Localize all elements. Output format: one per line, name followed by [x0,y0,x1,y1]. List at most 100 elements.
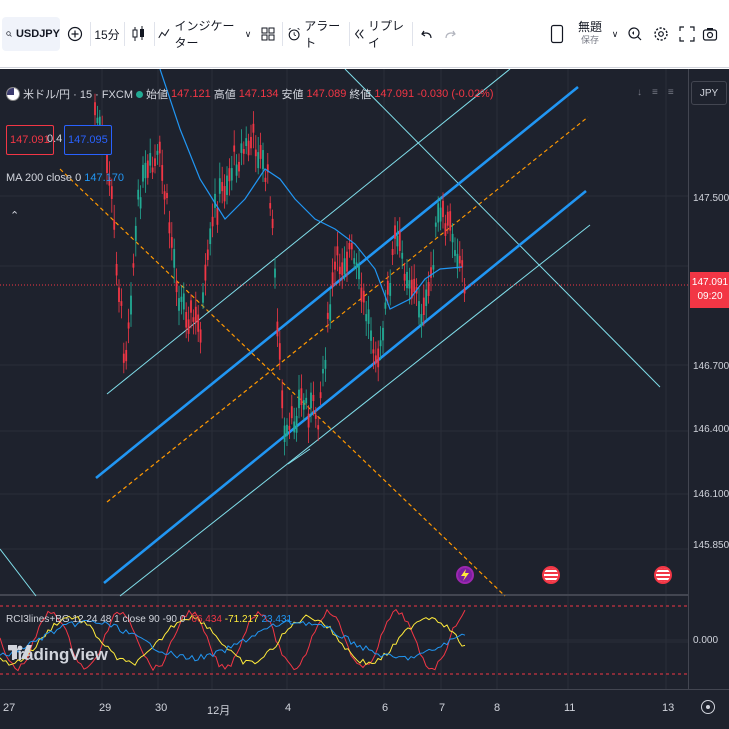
candle-body [413,278,416,293]
interval-button[interactable]: 15分 [94,17,120,51]
rci-long-value: 23.431 [261,614,293,625]
candle-body [391,249,394,255]
time-label: 4 [285,702,292,714]
candle-body [211,216,214,227]
candle-body [314,414,317,419]
candle-body [163,191,166,200]
candle-body [106,153,108,173]
candle-body [235,164,238,176]
chart-canvas[interactable] [0,69,729,729]
compare-button[interactable] [64,17,86,51]
chart-type-button[interactable] [128,17,150,51]
change-value: -0.030 (-0.02%) [417,88,494,100]
time-axis-settings-icon[interactable] [701,700,715,714]
collapse-icon[interactable]: ≡ [652,87,658,98]
candle-body [110,186,113,199]
candle-body [247,140,250,156]
candle-body [214,193,216,208]
grid-layout-icon [261,27,275,41]
candle-body [312,394,315,402]
candle-body [156,150,159,155]
candle-body [360,287,363,302]
candle-body [278,343,281,360]
currency-button[interactable]: JPY [691,81,727,105]
candle-body [425,289,428,306]
buy-button[interactable]: 147.095 [64,125,112,155]
settings-button[interactable] [650,17,672,51]
fullscreen-layout-button[interactable] [546,17,568,51]
candle-body [108,177,111,186]
layout-button[interactable] [257,17,279,51]
fullscreen-button[interactable] [676,17,698,51]
candle-body [372,349,375,354]
symbol-search-button[interactable]: USDJPY [2,17,60,51]
time-label: 12月 [207,705,231,717]
time-label: 27 [3,702,16,714]
chart-area[interactable]: 米ドル/円 · 15 · FXCM 始値 147.121 高値 147.134 … [0,69,729,729]
economic-event-marker[interactable] [542,566,560,584]
candle-body [161,165,164,181]
rewind-icon [354,29,364,39]
candle-body [377,348,380,368]
buy-price: 147.095 [68,134,108,146]
tradingview-logo[interactable]: TradingView [8,645,108,665]
ma-indicator-legend[interactable]: MA 200 close 0 147.170 [6,172,124,184]
time-axis[interactable]: 27 29 30 12月 4 6 7 8 11 13 [0,689,729,729]
pin-icon[interactable]: ↓ [637,87,642,98]
indicators-icon [158,29,170,39]
candle-body [353,258,356,264]
candle-body [274,268,276,278]
redo-button[interactable] [440,17,460,51]
rectangle-icon [550,24,564,44]
candle-body [228,168,231,182]
indicators-button[interactable]: インジケーター [158,17,240,51]
sell-button[interactable]: 147.091 [6,125,54,155]
candle-body [185,311,188,328]
layout-dropdown[interactable]: ∨ [609,17,621,51]
oscillator-legend[interactable]: RCI3lines+BG 12 24 48 1 close 90 -90 0 -… [6,614,292,625]
candle-body [430,267,432,278]
price-label: 146.400 [693,424,729,435]
expand-icon [679,26,695,42]
candle-body [180,296,183,302]
indicators-label: インジケーター [174,19,235,50]
candle-body [288,425,291,430]
layout-title: 無題 [577,20,602,34]
candle-body [221,182,224,192]
candle-body [120,301,123,306]
time-label: 6 [382,702,389,714]
candle-body [386,280,389,295]
collapse-indicators-icon[interactable]: ⌃ [10,210,20,222]
layout-name: 無題 保存 [578,21,602,47]
candle-body [434,222,437,227]
price-axis[interactable]: JPY 147.500 147.091 09:20 146.700 146.40… [688,69,729,689]
ma-value: 147.170 [84,172,125,184]
candle-body [437,203,440,223]
rci-line [0,608,466,672]
event-marker[interactable] [456,566,474,584]
candle-body [350,243,353,250]
oscillator-label: RCI3lines+BG 12 24 48 1 close 90 -90 0 [6,614,186,625]
more-icon[interactable]: ≡ [667,87,674,98]
low-value: 147.089 [306,88,347,100]
candle-body [151,167,154,173]
indicators-dropdown[interactable]: ∨ [242,17,254,51]
snapshot-button[interactable] [700,17,720,51]
price-label: 145.850 [693,540,729,551]
candle-body [182,293,185,310]
replay-button[interactable]: リプレイ [353,17,409,51]
replay-label: リプレイ [367,19,404,50]
candle-body [216,207,219,225]
candle-body [218,178,221,194]
quick-search-button[interactable] [624,17,646,51]
close-label: 終値 [349,89,372,101]
undo-button[interactable] [417,17,437,51]
alert-button[interactable]: アラート [287,17,347,51]
economic-event-marker[interactable] [654,566,672,584]
time-label: 30 [155,702,168,714]
time-label: 11 [564,702,576,714]
top-toolbar: USDJPY 15分 インジケーター ∨ アラート リプレイ 無題 保存 [0,0,729,68]
high-label: 高値 [213,89,236,101]
candle-body [240,143,243,153]
layout-name-button[interactable]: 無題 保存 [573,17,607,51]
